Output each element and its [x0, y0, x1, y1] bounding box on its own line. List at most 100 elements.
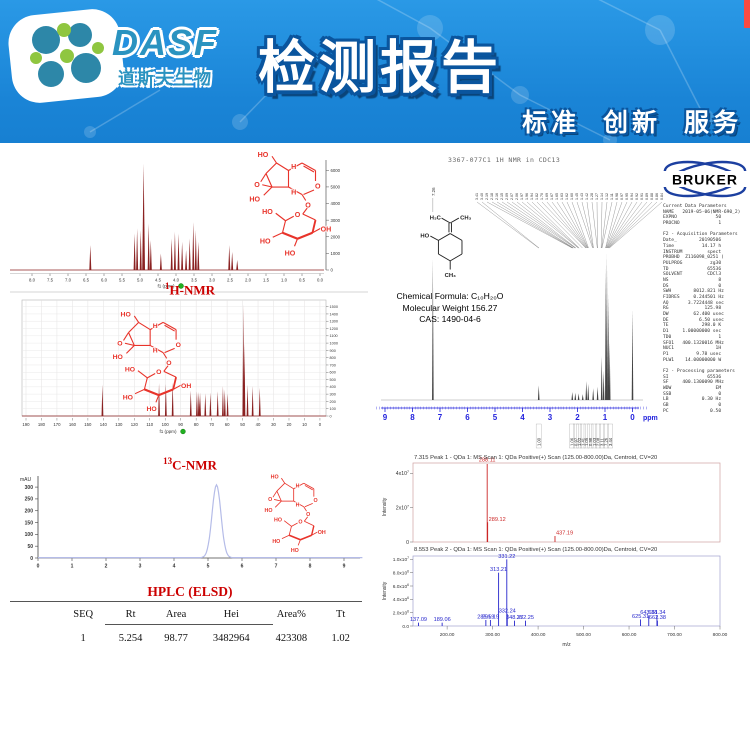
svg-text:3.41: 3.41 [475, 193, 479, 200]
svg-text:372.25: 372.25 [517, 615, 534, 621]
svg-text:1.27: 1.27 [595, 193, 599, 200]
brand-subtitle: 道斯夫生物 [118, 69, 213, 88]
svg-text:HO: HO [420, 233, 429, 239]
svg-text:1.70: 1.70 [540, 193, 544, 200]
svg-text:0.98: 0.98 [588, 437, 593, 446]
svg-text:2: 2 [575, 413, 580, 422]
svg-text:1.02: 1.02 [577, 437, 582, 446]
svg-text:0.97: 0.97 [573, 437, 578, 446]
brand-name: DASF [112, 22, 218, 63]
svg-text:250: 250 [25, 497, 34, 503]
svg-text:6.0: 6.0 [101, 278, 108, 283]
svg-text:400: 400 [330, 385, 336, 389]
cnmr-label-sup: 13 [163, 456, 173, 466]
hnmr-label: 1H-NMR [8, 281, 372, 298]
red-corner-strip [744, 0, 750, 28]
svg-text:0.91: 0.91 [640, 193, 644, 200]
svg-text:0.84: 0.84 [660, 193, 664, 200]
cnmr-label: 13C-NMR [8, 456, 372, 473]
svg-text:HO: HO [272, 539, 280, 545]
svg-text:HO: HO [123, 394, 134, 401]
svg-text:800: 800 [330, 356, 336, 360]
hnmr-left-chart: 6000 5000 4000 3000 2000 1000 0 8.0 7.5 7.0 6.5 6.0… [10, 150, 368, 293]
svg-text:4.5: 4.5 [155, 278, 162, 283]
svg-text:m/z: m/z [562, 642, 571, 648]
svg-text:1.69: 1.69 [545, 193, 549, 200]
dasf-logo-mark [8, 9, 124, 103]
svg-text:662.38: 662.38 [649, 615, 666, 621]
svg-text:HO: HO [285, 249, 296, 257]
svg-text:OH: OH [318, 530, 326, 536]
svg-text:0.92: 0.92 [635, 193, 639, 200]
svg-text:348.25: 348.25 [506, 615, 523, 621]
svg-text:3.5: 3.5 [191, 278, 198, 283]
col-header: Hei [223, 609, 239, 620]
svg-text:HO: HO [249, 195, 260, 203]
hplc-label: HPLC (ELSD) [8, 584, 372, 600]
svg-text:1.45: 1.45 [575, 193, 579, 200]
svg-text:1.43: 1.43 [580, 193, 584, 200]
svg-text:2.15: 2.15 [500, 193, 504, 200]
svg-text:1.00: 1.00 [536, 437, 541, 446]
svg-text:2: 2 [105, 564, 108, 570]
svg-text:mAU: mAU [20, 477, 32, 483]
molecular-weight: Molecular Weight 156.27 [402, 303, 498, 313]
svg-text:137.09: 137.09 [410, 617, 427, 623]
svg-text:O: O [295, 211, 301, 219]
svg-text:O: O [117, 340, 123, 347]
svg-text:0.5: 0.5 [299, 278, 306, 283]
svg-text:189.06: 189.06 [434, 617, 451, 623]
svg-text:7: 7 [275, 564, 278, 570]
svg-text:800.00: 800.00 [713, 632, 728, 638]
hnmr-right-panel: 3.41 3.40 2.19 2.18 2.16 2.15 2.09 2.07 2.06 1.97… [373, 152, 750, 457]
svg-text:3.44: 3.44 [608, 437, 613, 446]
svg-text:O: O [254, 181, 260, 189]
cell-seq: 1 [80, 633, 86, 644]
svg-text:1.06: 1.06 [570, 437, 575, 446]
svg-text:3.0: 3.0 [209, 278, 216, 283]
svg-text:1.11: 1.11 [610, 193, 614, 200]
svg-text:0.97: 0.97 [620, 193, 624, 200]
cnmr-label-text: C-NMR [172, 457, 217, 473]
col-header: Tt [336, 609, 346, 620]
svg-text:1.63: 1.63 [560, 193, 564, 200]
svg-text:HO: HO [113, 354, 124, 361]
hnmr-label-text: H-NMR [169, 282, 216, 298]
svg-text:100: 100 [162, 422, 170, 427]
svg-text:200: 200 [330, 400, 336, 404]
svg-text:700: 700 [330, 363, 336, 367]
svg-text:0.88: 0.88 [650, 193, 654, 200]
svg-text:1.41: 1.41 [580, 437, 585, 446]
svg-text:70: 70 [209, 422, 214, 427]
hplc-label-text: HPLC (ELSD) [147, 584, 233, 599]
svg-text:0: 0 [331, 268, 334, 273]
svg-text:4.0x106: 4.0x106 [393, 596, 409, 603]
svg-text:H: H [296, 503, 300, 509]
svg-text:5: 5 [493, 413, 498, 422]
svg-text:1000: 1000 [330, 341, 338, 345]
svg-text:1.94: 1.94 [530, 193, 534, 200]
chemical-formula: Chemical Formula: C₁₀H₂₀O [396, 291, 504, 301]
svg-text:1.28: 1.28 [590, 193, 594, 200]
svg-text:5000: 5000 [331, 185, 341, 190]
svg-text:1.05: 1.05 [584, 437, 589, 446]
svg-text:4: 4 [520, 413, 525, 422]
svg-text:90: 90 [178, 422, 183, 427]
svg-text:H: H [153, 323, 158, 330]
ms2-title: 8.553 Peak 2 - QDa 1: MS Scan 1: QDa Pos… [414, 547, 658, 553]
svg-text:ppm: ppm [643, 415, 658, 422]
svg-text:6: 6 [241, 564, 244, 570]
svg-text:0: 0 [30, 556, 33, 562]
svg-text:80: 80 [194, 422, 199, 427]
page-title: 检测报告 [258, 36, 502, 100]
results-table: SEQ Rt Area Hei Area% Tt 1 5.254 98.77 3… [10, 601, 362, 644]
cnmr-left-panel: 1500 1400 1300 1200 1100 1000 900 800 700 600 500 4… [8, 296, 372, 451]
svg-text:4.0: 4.0 [173, 278, 180, 283]
svg-text:0.0: 0.0 [402, 624, 409, 630]
svg-text:O: O [315, 183, 321, 191]
svg-text:1.60: 1.60 [570, 193, 574, 200]
cell-hei: 3482964 [212, 633, 250, 644]
svg-text:H: H [291, 163, 296, 171]
